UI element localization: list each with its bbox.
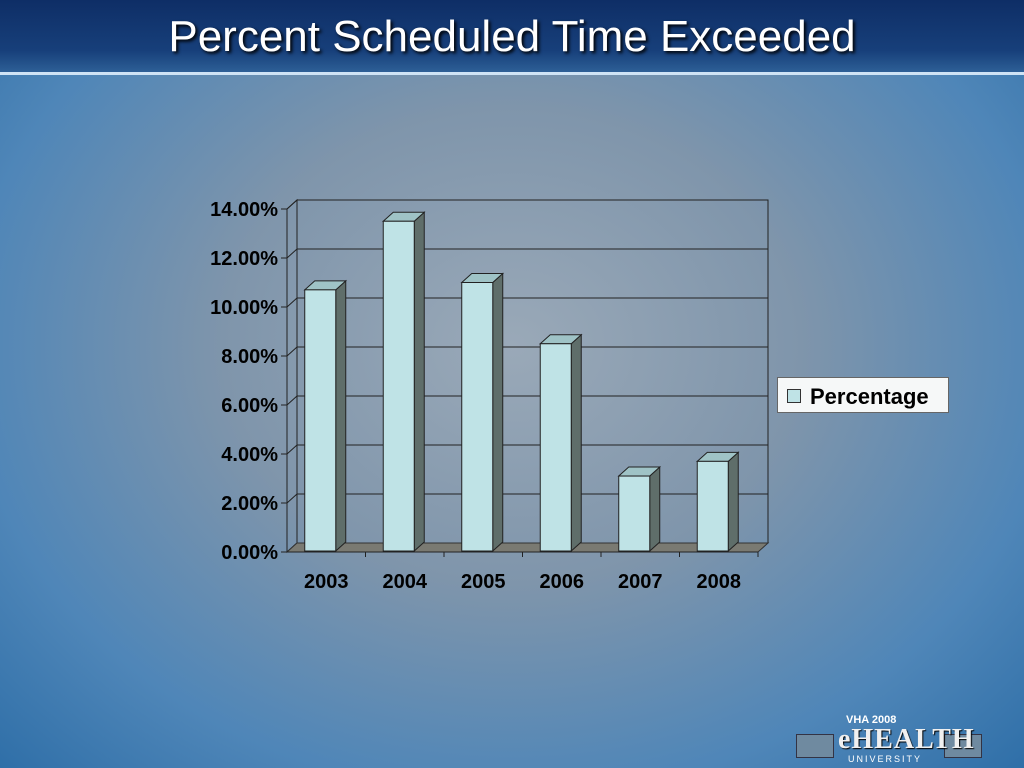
slide-title: Percent Scheduled Time Exceeded [168,12,856,61]
y-tick-label: 6.00% [221,395,278,417]
y-tick-label: 0.00% [221,542,278,564]
y-gridline [286,199,768,210]
x-tick-label: 2004 [383,571,428,593]
y-tick-label: 2.00% [221,493,278,515]
bar-2005 [461,282,494,552]
y-tick-label: 4.00% [221,444,278,466]
legend-swatch [787,389,801,403]
plot-side-wall [286,198,298,554]
y-tick-label: 10.00% [210,297,278,319]
building-icon-left [796,734,834,758]
ehealth-university-logo: VHA 2008 eHEALTH UNIVERSITY [796,714,982,764]
legend-label: Percentage [810,384,929,409]
y-tick-label: 14.00% [210,199,278,221]
bar-2003 [304,289,337,552]
x-tick-label: 2003 [304,571,349,593]
y-gridline [286,297,768,308]
bar-side [335,279,347,553]
x-tick-label: 2008 [697,571,742,593]
bar-side [492,272,504,553]
y-gridline [286,248,768,259]
x-tick-label: 2005 [461,571,506,593]
y-gridline [286,395,768,406]
title-bar: Percent Scheduled Time Exceeded [0,0,1024,75]
y-tick-label: 8.00% [221,346,278,368]
x-tick-label: 2007 [618,571,663,593]
chart-legend: Percentage [777,377,949,413]
bar-2007 [618,475,651,552]
building-icon-right [944,734,982,758]
y-tick-label: 12.00% [210,248,278,270]
y-gridline [286,493,768,504]
bar-2006 [539,343,572,552]
bar-side [649,465,661,553]
plot-floor [285,542,770,553]
logo-sub-text: UNIVERSITY [848,754,923,764]
y-gridline [286,444,768,455]
bar-2008 [696,460,729,552]
bar-side [413,211,425,553]
bar-side [727,451,739,553]
x-tick-label: 2006 [540,571,585,593]
y-gridline [286,346,768,357]
logo-main-text: eHEALTH [838,724,975,755]
bar-2004 [382,220,415,552]
bar-side [570,333,582,553]
logo-top-text: VHA 2008 [846,714,897,726]
